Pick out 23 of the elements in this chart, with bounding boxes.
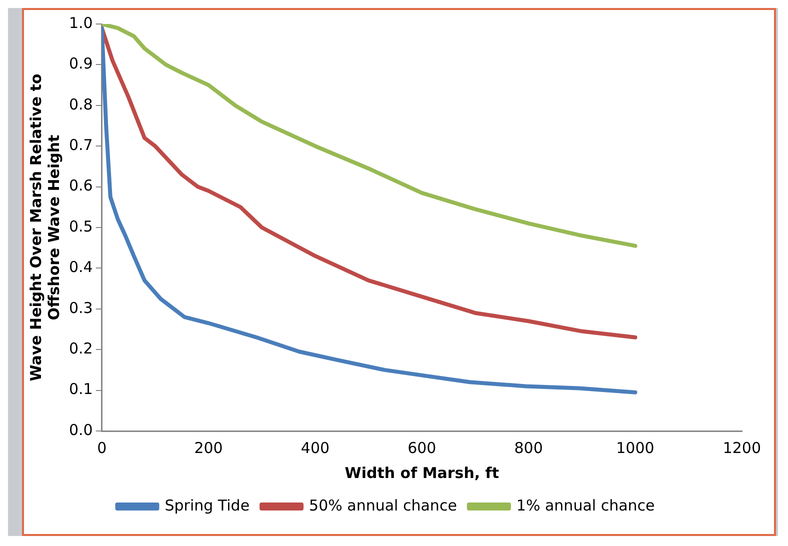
x-tick-label: 1000 [616,438,654,457]
y-tick-label: 0.8 [68,95,93,114]
legend-label: 50% annual chance [309,496,457,514]
y-tick-label: 0.4 [68,258,93,276]
y-axis-title: Wave Height Over Marsh Relative to Offshore Wave Height [26,74,63,382]
y-tick-label: 0.5 [68,217,93,236]
y-tick-label: 0.1 [68,380,93,398]
y-tick-label: 0.2 [68,339,93,358]
x-tick-label: 1200 [722,438,762,457]
y-tick-label: 1.0 [68,14,93,32]
y-tick-label: 0.6 [68,176,93,195]
y-tick-label: 0.0 [68,420,93,439]
x-tick-label: 200 [194,438,223,457]
x-tick-label: 600 [408,438,436,457]
x-tick-label: 0 [97,438,107,457]
x-tick-label: 800 [514,438,543,457]
x-axis-title: Width of Marsh, ft [344,464,499,482]
legend-label: Spring Tide [164,496,250,514]
legend-label: 1% annual chance [516,496,655,514]
x-tick-label: 400 [300,438,330,457]
y-tick-label: 0.7 [68,136,93,154]
y-tick-label: 0.9 [68,54,93,73]
y-tick-label: 0.3 [68,298,93,317]
